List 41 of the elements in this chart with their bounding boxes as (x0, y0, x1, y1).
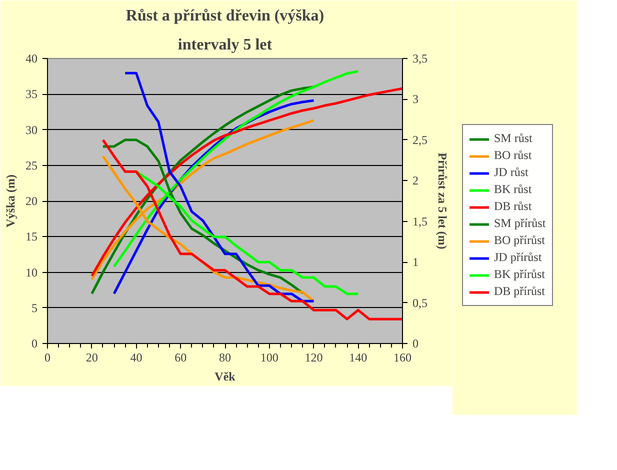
legend-label: DB růst (494, 199, 532, 214)
legend-label: SM růst (494, 131, 532, 146)
y2-tick-label: 1,5 (412, 214, 428, 228)
y2-axis-title: Přírůst za 5 let (m) (436, 152, 450, 250)
y-axis-title: Výška (m) (4, 174, 18, 228)
legend-label: BK přírůst (494, 267, 545, 282)
x-tick-label: 140 (349, 350, 368, 364)
x-tick-label: 0 (44, 350, 50, 364)
x-tick-label: 80 (219, 350, 231, 364)
y-tick-label: 35 (26, 87, 38, 102)
y2-tick-label: 2 (412, 174, 418, 188)
y-tick-label: 10 (26, 265, 38, 280)
y-tick-label: 30 (26, 122, 38, 137)
legend-label: BO růst (494, 148, 532, 163)
y2-tick-label: 2,5 (412, 132, 428, 147)
x-tick-label: 160 (394, 350, 412, 364)
y2-tick-label: 1 (412, 255, 418, 270)
x-tick-label: 20 (86, 350, 98, 364)
legend-label: SM přírůst (494, 216, 546, 231)
x-tick-label: 40 (130, 350, 142, 364)
chart-subtitle: intervaly 5 let (178, 36, 273, 54)
y-tick-label: 15 (26, 230, 38, 244)
y2-tick-label: 3,5 (412, 52, 428, 66)
y-tick-label: 5 (32, 300, 38, 315)
legend-label: BK růst (494, 182, 532, 197)
y2-tick-label: 0,5 (412, 296, 428, 310)
legend-label: JD růst (494, 165, 528, 180)
legend-label: DB přírůst (494, 284, 545, 299)
y-tick-label: 0 (32, 336, 38, 350)
x-axis-title: Věk (214, 370, 236, 384)
legend-label: BO přírůst (494, 233, 545, 248)
y-tick-label: 25 (26, 158, 38, 172)
chart-title: Růst a přírůst dřevin (výška) (126, 8, 324, 24)
y2-tick-label: 0 (412, 336, 418, 350)
y-tick-label: 20 (26, 194, 38, 208)
y2-tick-label: 3 (412, 92, 418, 106)
legend-label: JD přírůst (494, 250, 542, 265)
y-tick-label: 40 (26, 52, 38, 66)
x-tick-label: 60 (174, 350, 187, 364)
x-tick-label: 100 (260, 350, 278, 364)
x-tick-label: 120 (304, 350, 323, 364)
